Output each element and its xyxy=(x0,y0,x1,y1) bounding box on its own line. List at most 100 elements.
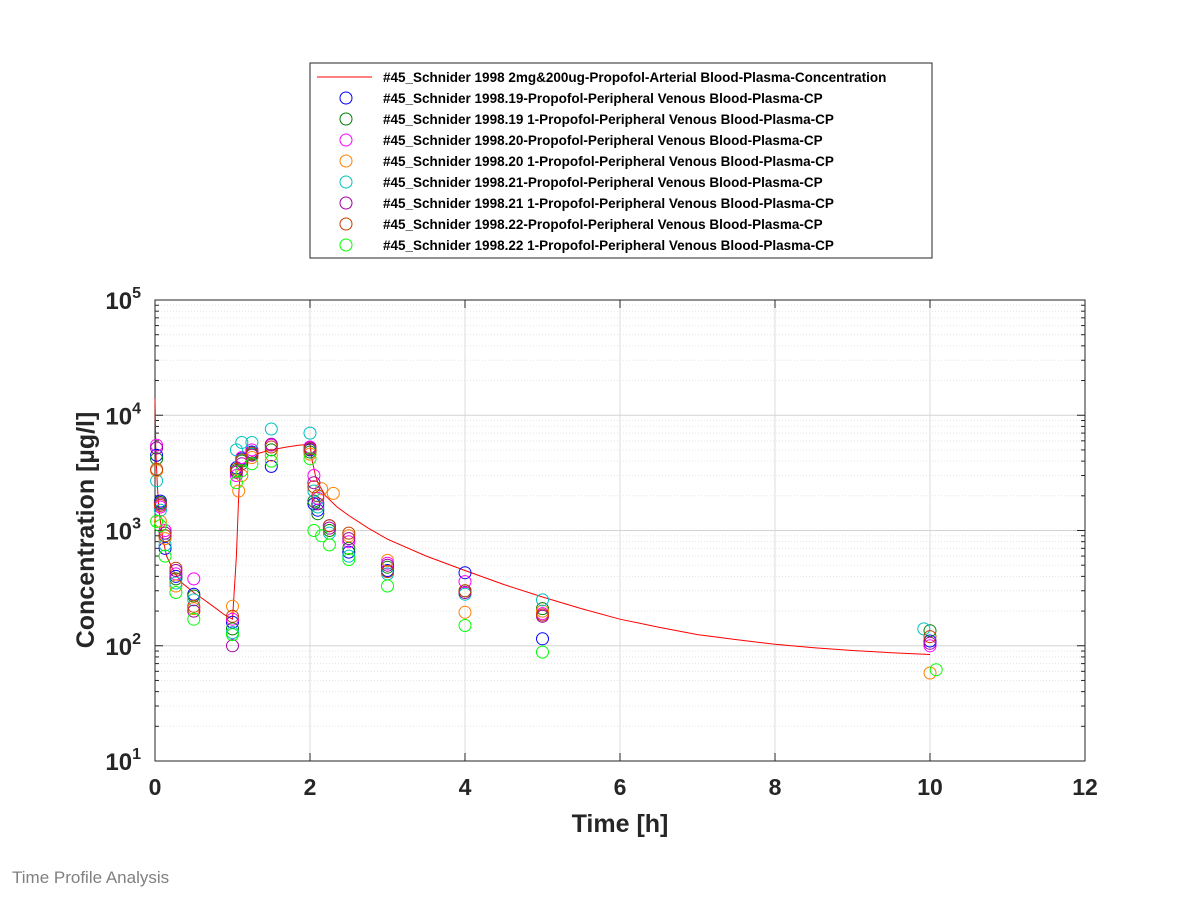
marker-series-3 xyxy=(226,612,239,626)
marker-series-8 xyxy=(315,529,329,543)
marker-series-4 xyxy=(232,484,246,498)
marker-series-3 xyxy=(458,575,472,589)
legend-marker-swatch xyxy=(339,196,353,210)
x-axis-label: Time [h] xyxy=(572,810,669,838)
marker-series-4 xyxy=(458,605,472,619)
marker-series-3 xyxy=(307,469,321,482)
marker-series-8 xyxy=(381,579,394,593)
y-tick-label: 101 xyxy=(105,746,141,776)
marker-series-6 xyxy=(158,526,172,540)
marker-series-7 xyxy=(923,630,937,644)
x-tick-label: 4 xyxy=(459,774,472,800)
y-tick-label: 102 xyxy=(105,631,141,661)
marker-series-5 xyxy=(245,436,259,449)
legend-box xyxy=(309,62,933,259)
marker-series-8 xyxy=(536,645,549,659)
marker-series-7 xyxy=(245,446,259,460)
legend-entry-1: #45_Schnider 1998.19-Propofol-Peripheral… xyxy=(383,91,823,106)
marker-series-4 xyxy=(923,666,937,680)
marker-series-6 xyxy=(187,604,201,618)
marker-series-4 xyxy=(153,514,167,528)
legend-marker-swatch xyxy=(339,217,353,231)
marker-series-2 xyxy=(169,572,183,586)
marker-series-3 xyxy=(311,491,325,505)
x-tick-label: 10 xyxy=(917,774,943,800)
marker-series-7 xyxy=(153,498,167,512)
legend-entry-7: #45_Schnider 1998.22-Propofol-Peripheral… xyxy=(383,217,823,232)
marker-series-2 xyxy=(264,443,278,457)
marker-series-8 xyxy=(929,663,943,677)
legend-entry-line: #45_Schnider 1998 2mg&200ug-Propofol-Art… xyxy=(383,70,886,85)
marker-series-7 xyxy=(458,584,472,598)
observed-markers xyxy=(150,422,943,680)
marker-series-7 xyxy=(342,526,356,540)
footer-label: Time Profile Analysis xyxy=(12,868,170,887)
legend-entry-3: #45_Schnider 1998.20-Propofol-Peripheral… xyxy=(383,133,823,148)
marker-series-2 xyxy=(226,622,239,636)
marker-series-4 xyxy=(342,529,356,543)
marker-series-4 xyxy=(536,604,549,618)
marker-series-1 xyxy=(458,566,472,580)
legend: #45_Schnider 1998 2mg&200ug-Propofol-Art… xyxy=(309,62,933,259)
marker-series-8 xyxy=(187,612,201,626)
marker-series-7 xyxy=(311,489,325,503)
marker-series-8 xyxy=(153,519,167,533)
marker-series-6 xyxy=(342,532,356,546)
x-tick-label: 8 xyxy=(769,774,782,800)
marker-series-6 xyxy=(150,441,164,455)
marker-series-8 xyxy=(458,619,472,632)
marker-series-5 xyxy=(187,593,201,607)
marker-series-7 xyxy=(307,480,321,494)
axis-ticks xyxy=(154,299,1086,762)
marker-series-6 xyxy=(923,636,937,650)
marker-series-3 xyxy=(187,572,201,586)
marker-series-7 xyxy=(381,565,394,579)
marker-series-2 xyxy=(187,589,201,603)
marker-series-7 xyxy=(303,442,317,456)
marker-series-4 xyxy=(169,579,183,593)
marker-series-7 xyxy=(187,599,201,613)
legend-entry-6: #45_Schnider 1998.21 1-Propofol-Peripher… xyxy=(383,196,834,211)
marker-series-4 xyxy=(381,553,394,567)
marker-series-6 xyxy=(264,437,278,451)
marker-series-4 xyxy=(158,532,172,546)
marker-series-8 xyxy=(229,476,243,490)
marker-series-6 xyxy=(226,639,239,653)
marker-series-8 xyxy=(303,452,317,466)
marker-series-2 xyxy=(923,624,937,638)
marker-series-5 xyxy=(311,500,325,514)
x-tick-label: 12 xyxy=(1072,774,1098,800)
marker-series-8 xyxy=(158,549,172,563)
y-axis-label: Concentration [µg/l] xyxy=(72,412,100,649)
x-tick-label: 2 xyxy=(304,774,317,800)
x-tick-label: 6 xyxy=(614,774,627,800)
legend-marker-swatch xyxy=(339,133,353,147)
marker-series-8 xyxy=(150,514,164,528)
y-tick-labels: 101 102 103 104 105 xyxy=(105,285,141,776)
marker-series-7 xyxy=(169,561,183,575)
legend-marker-swatch xyxy=(339,238,353,252)
marker-series-7 xyxy=(322,519,336,533)
marker-series-7 xyxy=(226,609,239,623)
legend-entry-8: #45_Schnider 1998.22 1-Propofol-Peripher… xyxy=(383,238,834,253)
marker-series-5 xyxy=(264,422,278,436)
marker-series-5 xyxy=(307,484,321,498)
legend-entry-4: #45_Schnider 1998.20 1-Propofol-Peripher… xyxy=(383,154,834,169)
marker-series-6 xyxy=(307,476,321,490)
marker-series-1 xyxy=(150,448,164,462)
marker-series-7 xyxy=(536,608,549,622)
marker-series-8 xyxy=(169,586,183,599)
marker-series-3 xyxy=(342,535,356,549)
marker-series-5 xyxy=(536,593,549,607)
legend-entry-5: #45_Schnider 1998.21-Propofol-Peripheral… xyxy=(383,175,823,190)
marker-series-2 xyxy=(311,507,325,521)
marker-series-5 xyxy=(235,436,249,449)
legend-entry-2: #45_Schnider 1998.19 1-Propofol-Peripher… xyxy=(383,112,834,127)
marker-series-5 xyxy=(303,426,317,440)
marker-series-8 xyxy=(342,553,356,566)
y-tick-label: 104 xyxy=(105,400,141,430)
marker-series-5 xyxy=(342,549,356,563)
marker-series-7 xyxy=(150,462,164,476)
marker-series-4 xyxy=(264,448,278,462)
